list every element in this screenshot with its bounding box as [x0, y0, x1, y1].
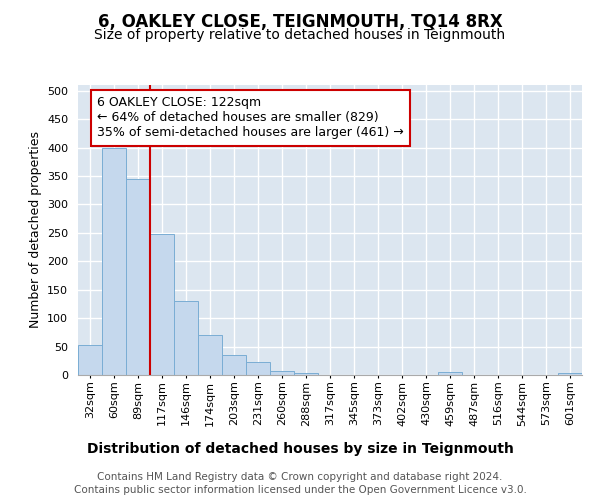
Bar	[150, 234, 174, 375]
Bar	[78, 346, 102, 375]
Text: 6 OAKLEY CLOSE: 122sqm
← 64% of detached houses are smaller (829)
35% of semi-de: 6 OAKLEY CLOSE: 122sqm ← 64% of detached…	[97, 96, 404, 140]
Text: Contains public sector information licensed under the Open Government Licence v3: Contains public sector information licen…	[74, 485, 526, 495]
Y-axis label: Number of detached properties: Number of detached properties	[29, 132, 41, 328]
Text: Size of property relative to detached houses in Teignmouth: Size of property relative to detached ho…	[94, 28, 506, 42]
Text: Contains HM Land Registry data © Crown copyright and database right 2024.: Contains HM Land Registry data © Crown c…	[97, 472, 503, 482]
Bar	[174, 301, 198, 375]
Text: Distribution of detached houses by size in Teignmouth: Distribution of detached houses by size …	[86, 442, 514, 456]
Bar	[126, 179, 150, 375]
Bar	[558, 374, 582, 375]
Bar	[270, 371, 294, 375]
Bar	[222, 355, 246, 375]
Bar	[294, 374, 318, 375]
Bar	[246, 362, 270, 375]
Bar	[102, 148, 126, 375]
Text: 6, OAKLEY CLOSE, TEIGNMOUTH, TQ14 8RX: 6, OAKLEY CLOSE, TEIGNMOUTH, TQ14 8RX	[98, 12, 502, 30]
Bar	[438, 372, 462, 375]
Bar	[198, 335, 222, 375]
